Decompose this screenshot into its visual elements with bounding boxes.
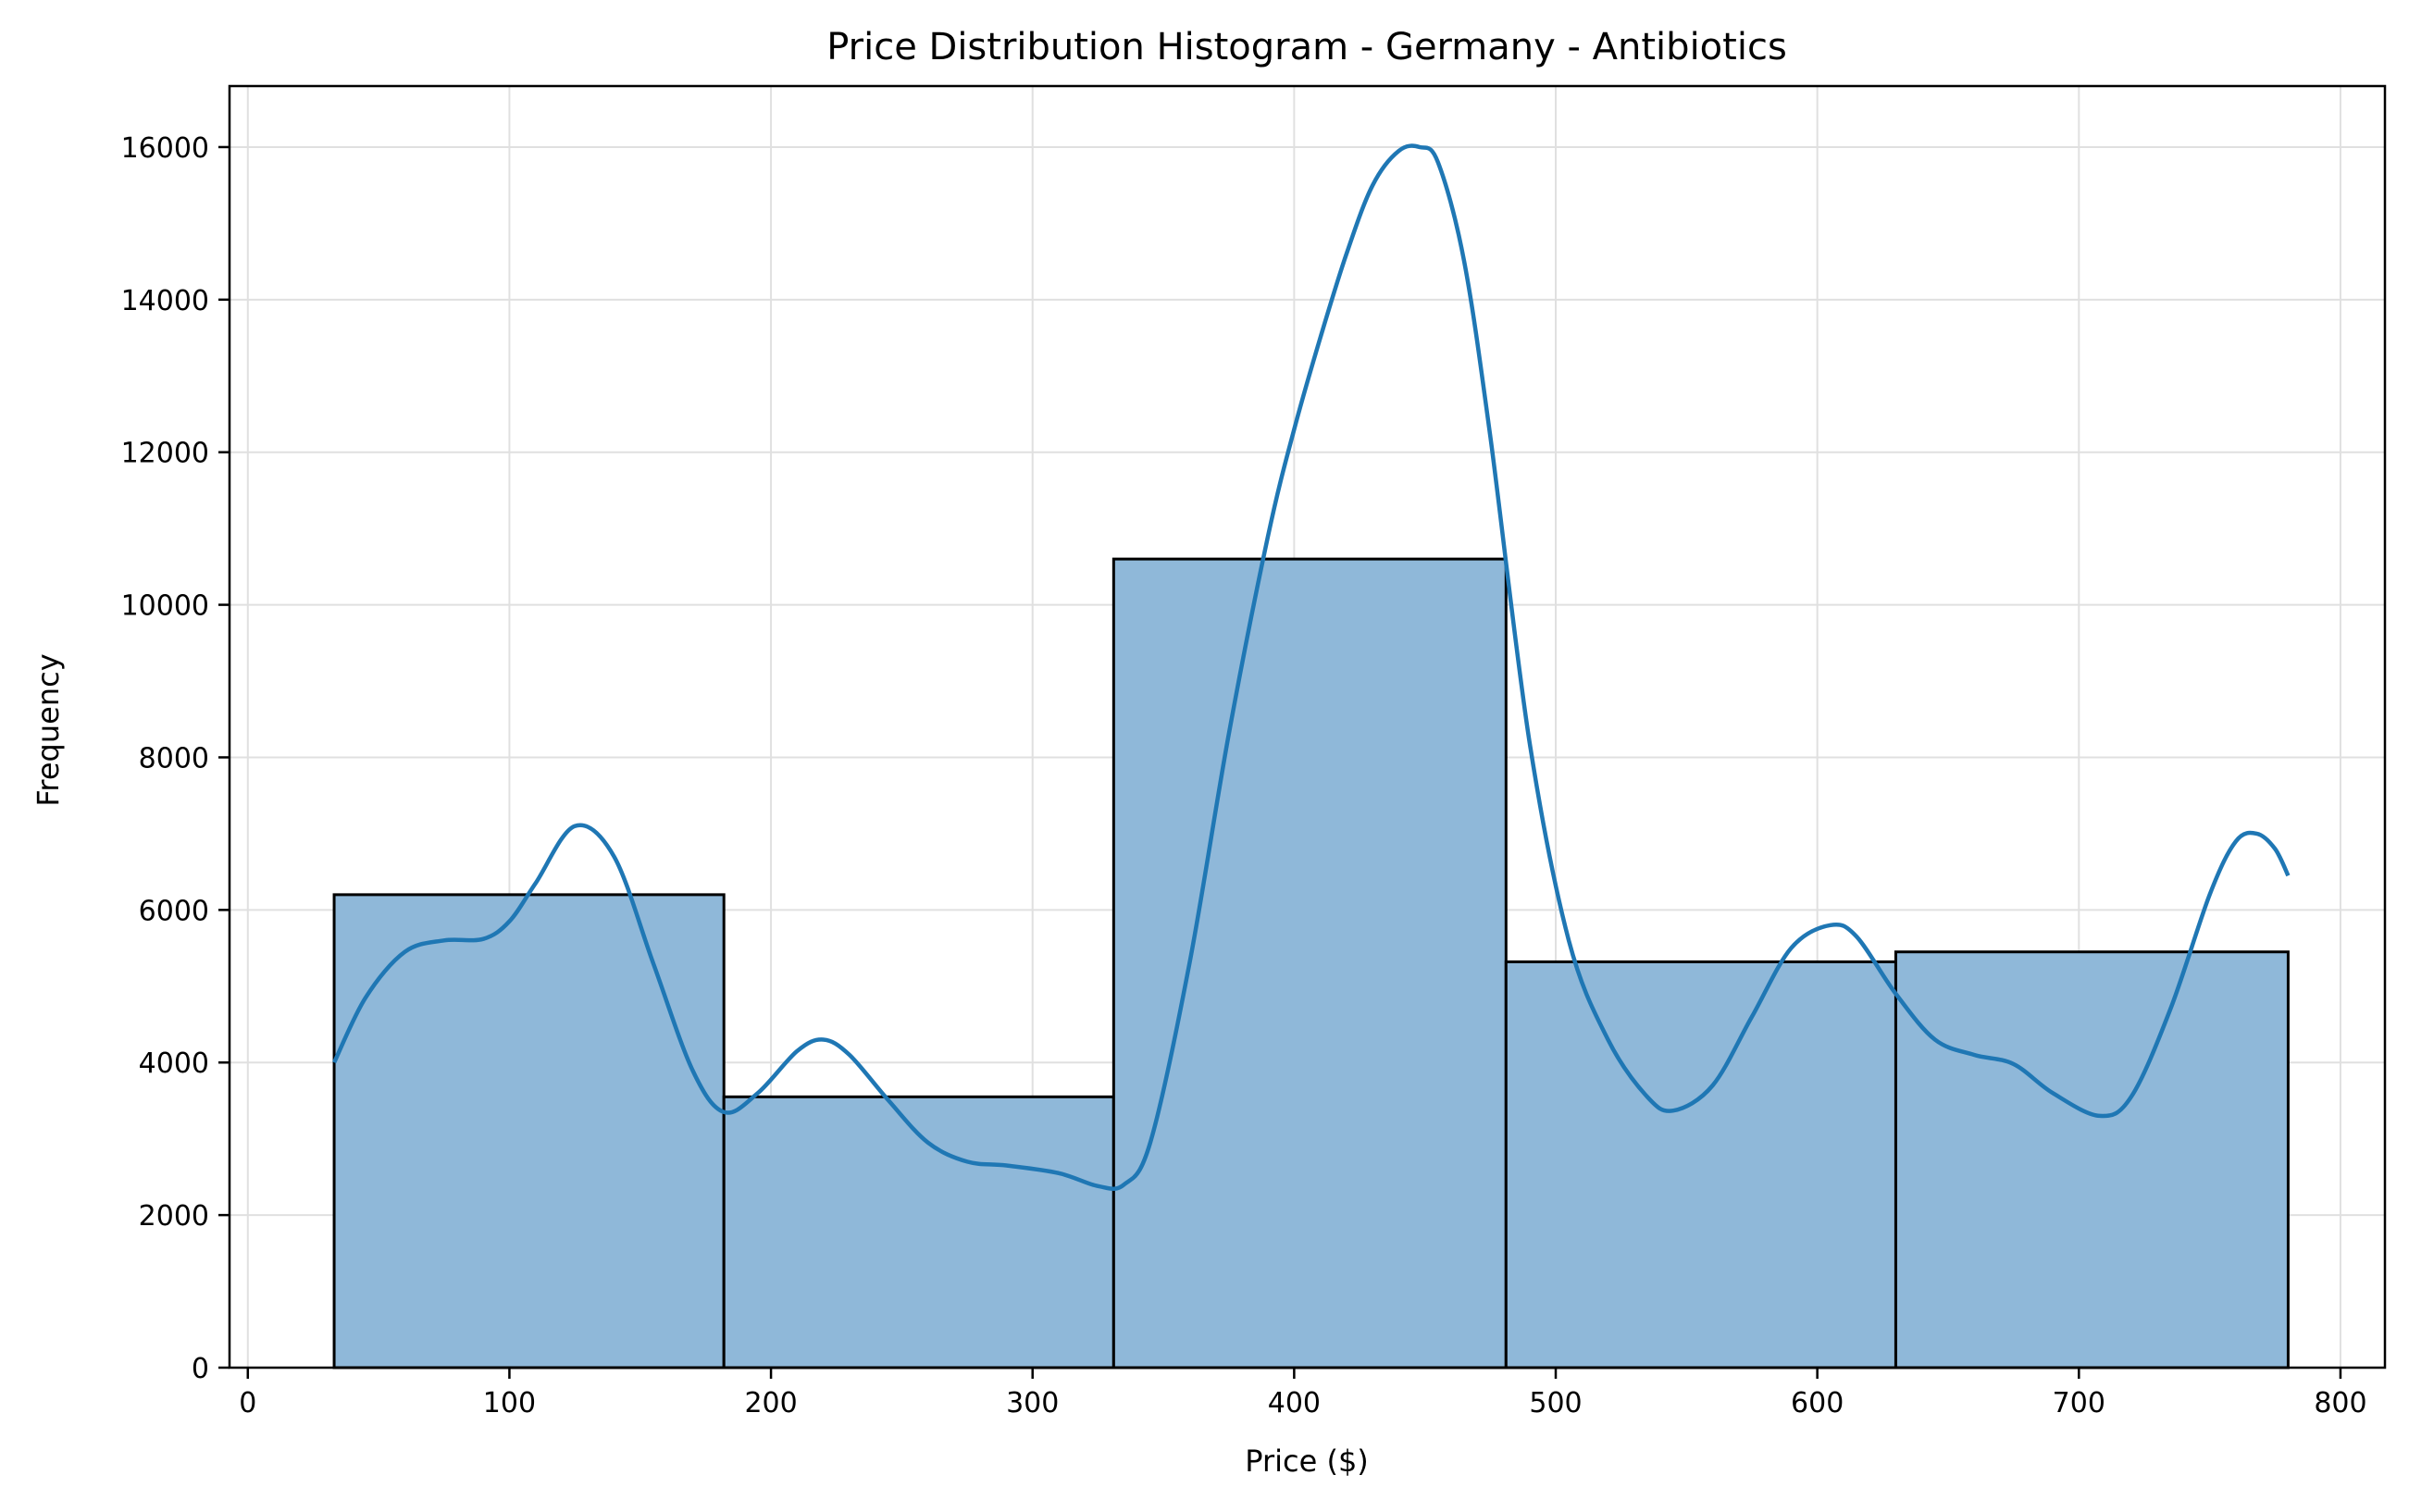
x-tick-label: 600 (1791, 1387, 1844, 1419)
x-tick-label: 800 (2314, 1387, 2366, 1419)
y-tick-label: 0 (192, 1353, 209, 1385)
histogram-bar-5 (1894, 950, 2290, 1369)
y-tick-label: 2000 (139, 1200, 209, 1233)
kde-curve-group (332, 143, 2291, 1191)
kde-curve (332, 143, 2291, 1191)
x-tick-label: 300 (1006, 1387, 1059, 1419)
y-axis-label: Frequency (31, 653, 66, 806)
y-tick-label: 16000 (121, 132, 209, 165)
y-tick-label: 6000 (139, 895, 209, 927)
x-tick-label: 400 (1268, 1387, 1321, 1419)
y-tick-label: 14000 (121, 285, 209, 317)
chart-title: Price Distribution Histogram - Germany -… (826, 26, 1787, 68)
x-axis-label: Price ($) (1245, 1444, 1369, 1479)
histogram-bar-2 (722, 1095, 1115, 1369)
y-tick-label: 12000 (121, 438, 209, 470)
x-tick-label: 700 (2053, 1387, 2105, 1419)
x-tick-label: 100 (483, 1387, 536, 1419)
histogram-bar-4 (1504, 960, 1897, 1369)
y-tick-label: 4000 (139, 1047, 209, 1080)
plot-frame (228, 84, 2387, 1369)
x-tick-label: 0 (239, 1387, 256, 1419)
histogram-bars (332, 557, 2290, 1369)
y-tick-label: 10000 (121, 590, 209, 623)
histogram-bar-1 (332, 893, 726, 1369)
x-tick-label: 500 (1529, 1387, 1582, 1419)
x-tick-label: 200 (744, 1387, 797, 1419)
y-axis-ticks: 0 2000 4000 6000 8000 10000 12000 14000 16000 (121, 132, 230, 1385)
x-axis-ticks: 0 100 200 300 400 500 600 700 800 (239, 1368, 2367, 1419)
y-tick-label: 8000 (139, 742, 209, 775)
histogram-bar-3 (1111, 557, 1508, 1369)
